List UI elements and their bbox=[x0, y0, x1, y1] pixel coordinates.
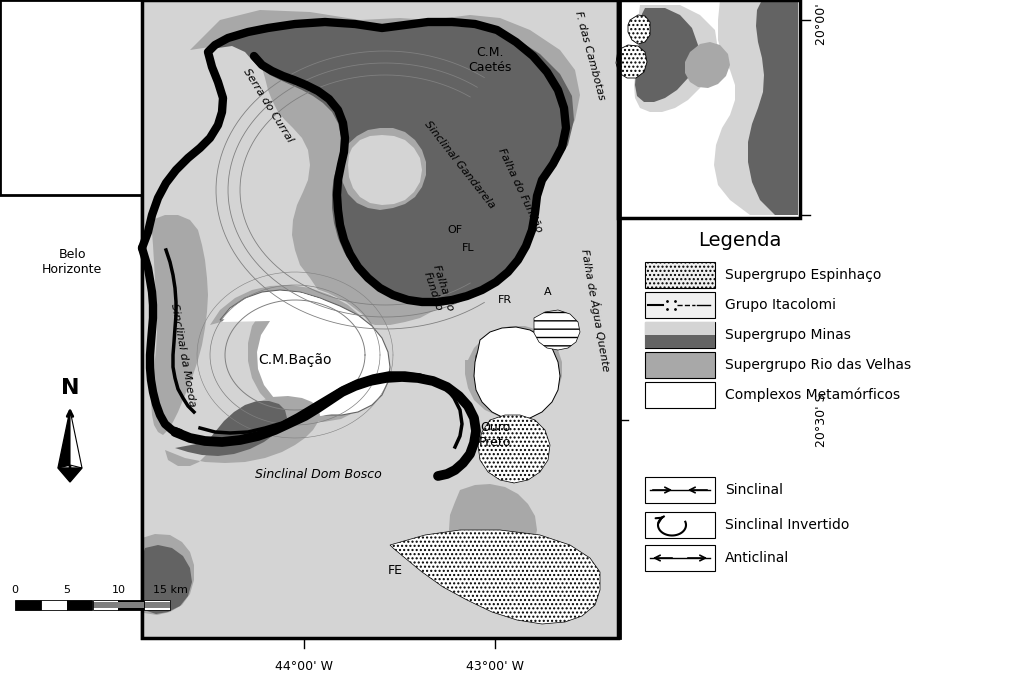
Bar bbox=[41, 600, 66, 610]
Polygon shape bbox=[628, 15, 650, 44]
Text: FR: FR bbox=[498, 295, 513, 305]
Bar bbox=[644, 512, 715, 538]
Text: Falha do Fundão: Falha do Fundão bbox=[496, 147, 544, 234]
Text: 5: 5 bbox=[63, 585, 71, 595]
Polygon shape bbox=[748, 0, 798, 215]
Polygon shape bbox=[634, 5, 718, 112]
Text: Supergrupo Rio das Velhas: Supergrupo Rio das Velhas bbox=[725, 358, 911, 372]
Text: Legenda: Legenda bbox=[699, 230, 782, 249]
Polygon shape bbox=[142, 545, 192, 614]
Polygon shape bbox=[220, 290, 390, 415]
Text: 0: 0 bbox=[11, 585, 18, 595]
Polygon shape bbox=[340, 128, 426, 210]
Polygon shape bbox=[70, 410, 82, 468]
Bar bbox=[142, 0, 618, 638]
Bar bbox=[15, 600, 41, 610]
Polygon shape bbox=[620, 0, 800, 190]
Polygon shape bbox=[616, 45, 647, 78]
Text: Sinclinal Dom Bosco: Sinclinal Dom Bosco bbox=[255, 468, 382, 482]
Polygon shape bbox=[210, 285, 382, 422]
Bar bbox=[618, 0, 800, 218]
Bar bbox=[644, 322, 715, 348]
Polygon shape bbox=[635, 8, 698, 102]
Bar bbox=[119, 600, 144, 610]
Text: 43°00' W: 43°00' W bbox=[466, 660, 524, 673]
Text: C.M.Bação: C.M.Bação bbox=[258, 353, 331, 367]
Polygon shape bbox=[480, 340, 540, 395]
Polygon shape bbox=[348, 135, 422, 205]
Polygon shape bbox=[449, 484, 537, 568]
Text: Supergrupo Espinhaço: Supergrupo Espinhaço bbox=[725, 268, 882, 282]
Bar bbox=[144, 600, 170, 610]
Bar bbox=[644, 382, 715, 408]
Text: Sinclinal Invertido: Sinclinal Invertido bbox=[725, 518, 849, 532]
Bar bbox=[644, 352, 715, 378]
Text: Complexos Metamórficos: Complexos Metamórficos bbox=[725, 388, 900, 402]
Text: Ouro
Preto: Ouro Preto bbox=[479, 421, 512, 449]
Text: Grupo Itacolomi: Grupo Itacolomi bbox=[725, 298, 836, 312]
Text: 20°30' S: 20°30' S bbox=[815, 393, 828, 447]
Text: 10: 10 bbox=[112, 585, 126, 595]
Text: Anticlinal: Anticlinal bbox=[725, 551, 790, 565]
Polygon shape bbox=[465, 326, 562, 418]
Polygon shape bbox=[165, 396, 320, 466]
Polygon shape bbox=[620, 0, 800, 220]
Polygon shape bbox=[222, 291, 371, 416]
Text: Falha do
Fundão: Falha do Fundão bbox=[420, 264, 455, 316]
Text: FE: FE bbox=[388, 563, 402, 577]
Bar bbox=[644, 262, 715, 288]
Polygon shape bbox=[205, 283, 386, 428]
Bar bbox=[92, 602, 119, 608]
Bar bbox=[644, 477, 715, 503]
Text: 15 km: 15 km bbox=[152, 585, 187, 595]
Polygon shape bbox=[714, 0, 798, 215]
Bar bbox=[644, 292, 715, 318]
Polygon shape bbox=[475, 331, 550, 405]
Text: A: A bbox=[544, 287, 551, 297]
Polygon shape bbox=[175, 401, 287, 456]
Polygon shape bbox=[474, 327, 560, 420]
Polygon shape bbox=[352, 142, 411, 195]
Bar bbox=[644, 322, 715, 335]
Bar bbox=[644, 335, 715, 348]
Bar bbox=[66, 600, 92, 610]
Text: FL: FL bbox=[461, 243, 475, 253]
Polygon shape bbox=[142, 534, 194, 615]
Text: OF: OF bbox=[447, 225, 462, 235]
Polygon shape bbox=[685, 42, 730, 88]
Polygon shape bbox=[618, 0, 800, 218]
Text: C.M.
Caetés: C.M. Caetés bbox=[469, 46, 512, 74]
Polygon shape bbox=[210, 24, 574, 300]
Bar bbox=[0, 0, 142, 195]
Text: Falha de Água Quente: Falha de Água Quente bbox=[579, 248, 613, 372]
Text: Supergrupo Minas: Supergrupo Minas bbox=[725, 328, 851, 342]
Text: Sinclinal: Sinclinal bbox=[725, 483, 783, 497]
Polygon shape bbox=[140, 0, 620, 640]
Text: Sinclinal Gandarela: Sinclinal Gandarela bbox=[422, 119, 497, 211]
Polygon shape bbox=[478, 415, 550, 483]
Polygon shape bbox=[58, 410, 70, 468]
Bar bbox=[644, 545, 715, 571]
Polygon shape bbox=[534, 310, 580, 350]
Text: 20°00' S: 20°00' S bbox=[815, 0, 828, 45]
Text: Belo
Horizonte: Belo Horizonte bbox=[42, 248, 102, 276]
Text: 44°00' W: 44°00' W bbox=[275, 660, 333, 673]
Polygon shape bbox=[190, 10, 580, 325]
Text: Sinclinal da Moeda: Sinclinal da Moeda bbox=[169, 302, 197, 408]
Polygon shape bbox=[58, 468, 82, 482]
Bar bbox=[119, 602, 144, 608]
Polygon shape bbox=[151, 215, 208, 435]
Polygon shape bbox=[390, 530, 601, 624]
Bar bbox=[144, 602, 170, 608]
Text: N: N bbox=[60, 378, 79, 398]
Bar bbox=[92, 600, 119, 610]
Text: Serra do Curral: Serra do Curral bbox=[241, 66, 295, 144]
Text: F. das Cambotas: F. das Cambotas bbox=[573, 10, 607, 101]
